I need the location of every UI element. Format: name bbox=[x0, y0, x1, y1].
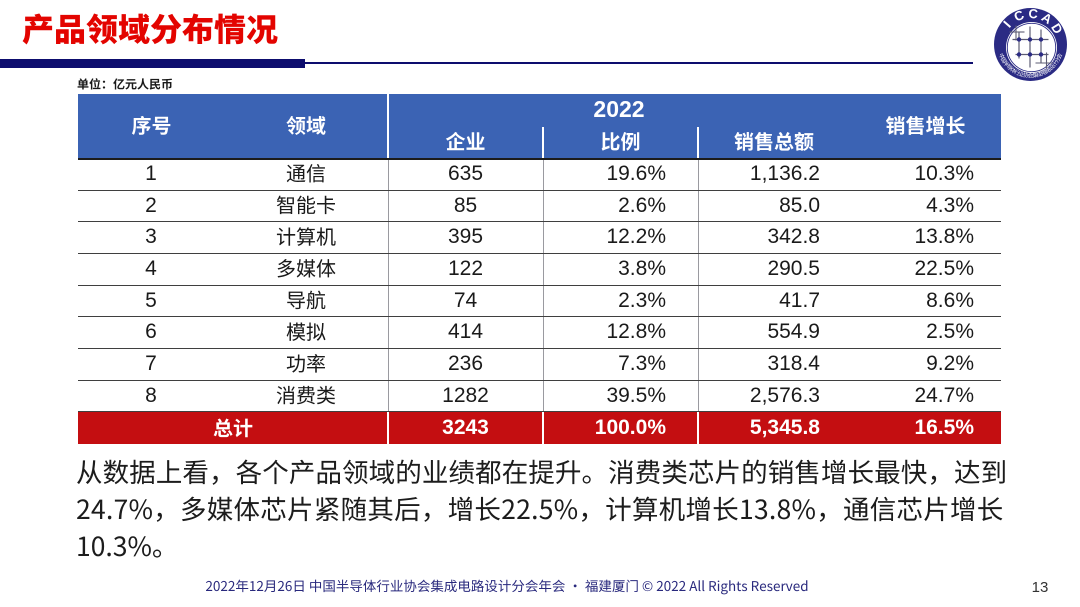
svg-text:C: C bbox=[1028, 6, 1039, 22]
svg-text:I: I bbox=[1000, 18, 1014, 31]
svg-text:A: A bbox=[1039, 9, 1055, 27]
svg-text:D: D bbox=[1048, 21, 1066, 37]
svg-text:C: C bbox=[1012, 7, 1027, 25]
